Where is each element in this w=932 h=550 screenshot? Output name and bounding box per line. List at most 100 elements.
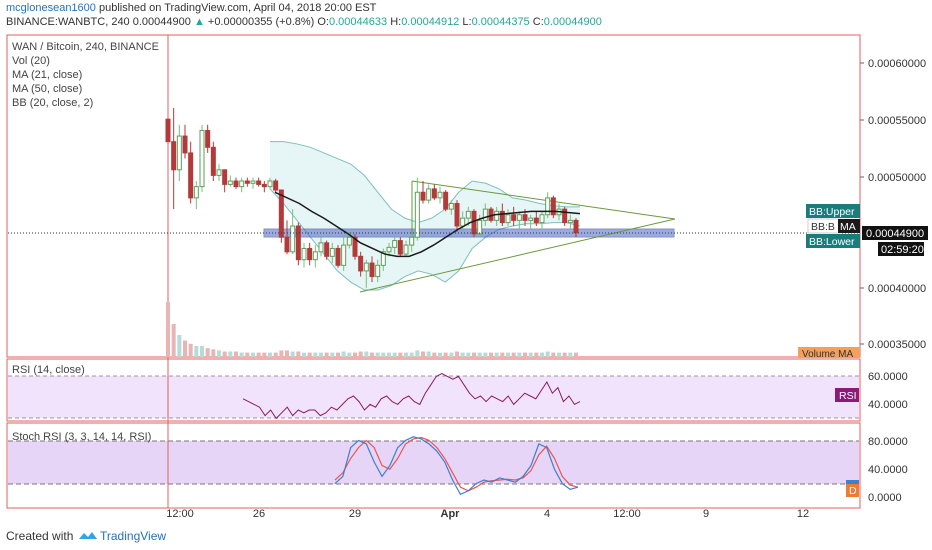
volume-bar: [438, 352, 442, 357]
time-label: 12: [797, 508, 809, 520]
volume-ma-tag-box: [798, 347, 860, 358]
candle-body: [363, 262, 369, 272]
candle-body: [505, 214, 511, 224]
candle-body: [335, 247, 341, 266]
high-value: 0.00044912: [401, 16, 460, 28]
volume-bar: [336, 352, 340, 357]
close-value: 0.00044900: [543, 16, 602, 28]
volume-bar: [528, 352, 533, 357]
volume-bar: [251, 352, 255, 357]
volume-bar: [358, 351, 363, 357]
rsi-tick-label: 60.0000: [868, 371, 908, 383]
volume-bar: [245, 352, 250, 357]
candle-body: [273, 180, 279, 191]
candle-body: [227, 180, 233, 185]
close-label: C:: [532, 16, 544, 28]
candle-body: [176, 135, 182, 171]
bb-basis-tag: BB:B: [811, 221, 835, 233]
volume-bar: [188, 343, 193, 357]
candle-body: [392, 240, 398, 248]
candle-body: [346, 236, 352, 246]
bb-lower-tag: BB:Lower: [809, 236, 855, 248]
bb-fill-area: [270, 141, 580, 291]
volume-bar: [545, 351, 550, 357]
volume-bar: [562, 352, 567, 357]
candle-body: [278, 189, 284, 238]
time-label: 12:00: [166, 508, 194, 520]
candle-body: [318, 242, 324, 253]
tradingview-link[interactable]: TradingView: [100, 529, 167, 543]
volume-bar: [370, 352, 374, 357]
tradingview-logo-icon[interactable]: [78, 530, 98, 542]
bollinger-band-fill: [269, 141, 581, 291]
up-arrow-icon: ▲: [193, 16, 205, 28]
volume-bar: [506, 352, 510, 357]
volume-bar: [472, 352, 476, 357]
volume-bar: [449, 352, 454, 357]
bb-upper-tag-box: [806, 204, 860, 218]
publish-text: published on TradingView.com, April 04, …: [98, 2, 377, 14]
volume-bar: [500, 352, 505, 357]
stoch-k-line: [334, 436, 579, 496]
publish-info: mcglonesean1600 published on TradingView…: [6, 2, 376, 14]
candle-body: [352, 236, 358, 257]
candle-body: [431, 188, 437, 199]
stoch-d-tag: D: [849, 485, 857, 497]
time-axis: 12:00 26 29 Apr 4 12:00 9 12: [166, 508, 809, 520]
volume-bar: [387, 352, 391, 357]
volume-bar: [534, 352, 539, 357]
volume-bar: [307, 352, 312, 357]
volume-bar: [166, 302, 170, 357]
volume-bar: [477, 352, 482, 357]
current-price-tag-box: [862, 226, 928, 240]
stoch-d-tag-box: [846, 484, 859, 497]
candle-body: [380, 251, 386, 266]
volume-bar: [421, 351, 425, 357]
volume-bar: [551, 352, 556, 357]
volume-bar: [574, 352, 578, 357]
legend-title: WAN / Bitcoin, 240, BINANCE: [12, 41, 159, 53]
volume-bar: [557, 352, 561, 357]
candle-body: [182, 135, 188, 154]
volume-bar: [324, 352, 329, 357]
legend-ma21: MA (21, close): [12, 69, 83, 81]
open-label: O:: [317, 16, 329, 28]
symbol-label: BINANCE:WANBTC, 240: [6, 16, 130, 28]
volume-bar: [279, 350, 284, 357]
volume-bar: [319, 352, 323, 357]
candle-body: [239, 180, 245, 188]
legend-ma50: MA (50, close): [12, 83, 83, 95]
candle-body: [369, 262, 375, 278]
candle-body: [494, 210, 500, 221]
price-change: +0.00000355 (+0.8%): [207, 16, 315, 28]
candle-body: [244, 180, 250, 184]
volume-bar: [489, 352, 493, 357]
volume-bar: [443, 352, 448, 357]
volume-bar: [200, 346, 204, 357]
triangle-lower-line: [359, 218, 676, 293]
open-value: 0.00044633: [329, 16, 388, 28]
candle-body: [397, 240, 403, 255]
stoch-tick-label: 40.0000: [868, 464, 908, 476]
volume-bar: [171, 324, 176, 357]
volume-bar: [540, 352, 544, 357]
username-link[interactable]: mcglonesean1600: [6, 2, 96, 14]
candle-body: [437, 191, 443, 199]
volume-bar: [404, 352, 408, 357]
candle-body: [573, 219, 579, 234]
chart-legend: WAN / Bitcoin, 240, BINANCE Vol (20) MA …: [12, 40, 159, 110]
candle-body: [448, 203, 454, 210]
volume-bar: [313, 352, 318, 357]
candle-body: [454, 203, 460, 227]
low-label: L:: [462, 16, 472, 28]
candle-body: [233, 180, 239, 188]
volume-bar: [415, 350, 420, 357]
candle-body: [409, 236, 415, 246]
time-label: Apr: [441, 508, 461, 520]
bb-lower-tag-box: [806, 234, 860, 248]
candle-body: [222, 169, 228, 185]
candle-body: [205, 129, 211, 148]
price-tick-label: 0.00040000: [868, 283, 926, 295]
volume-bar: [426, 351, 431, 357]
